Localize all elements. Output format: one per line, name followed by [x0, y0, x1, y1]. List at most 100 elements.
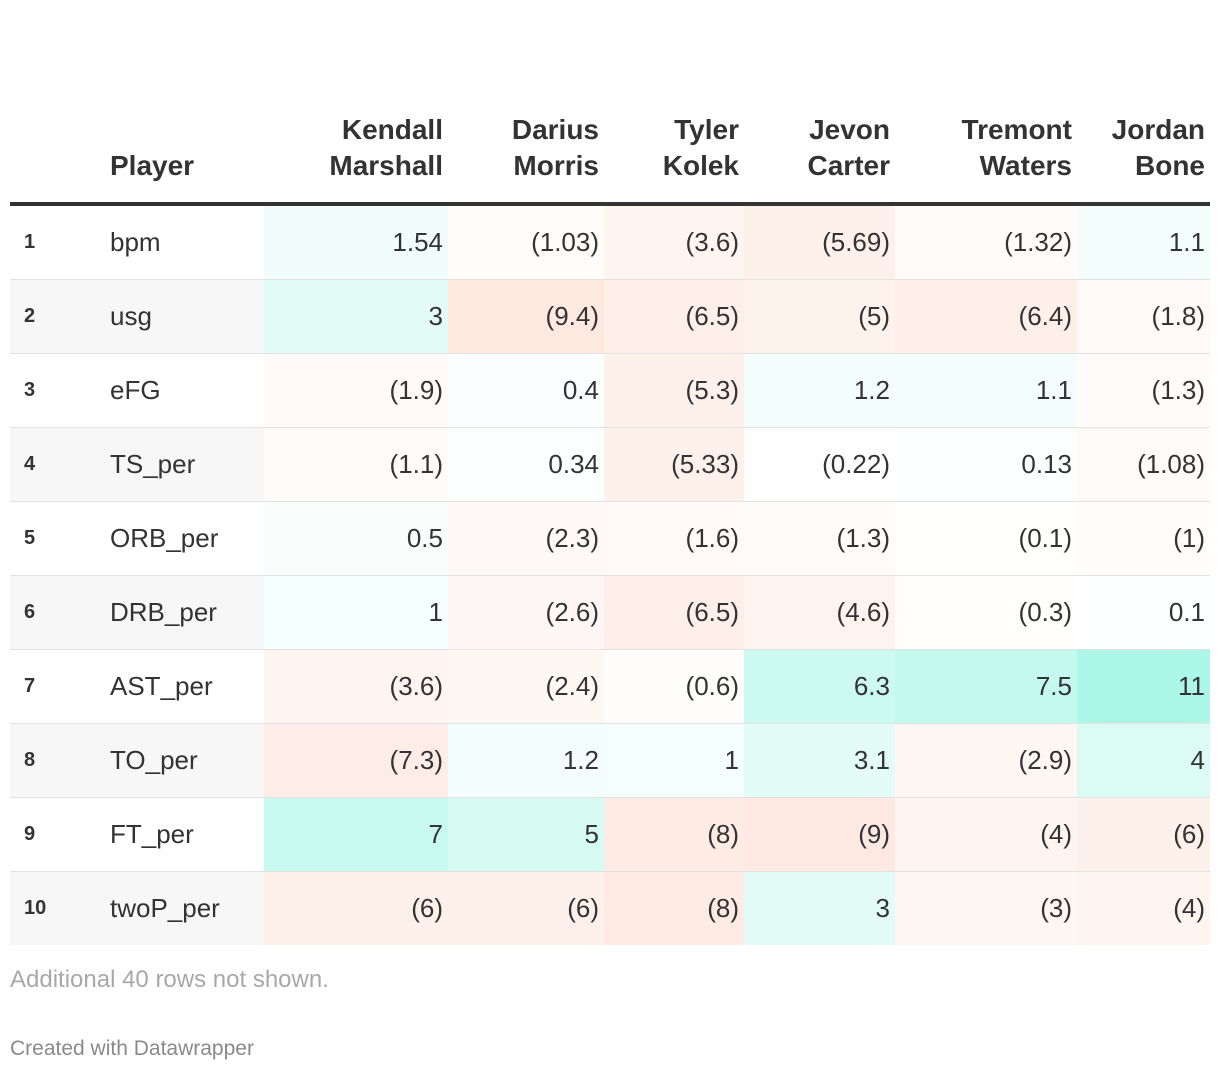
- row-rank: 1: [24, 231, 36, 253]
- table-cell: (5.33): [604, 427, 744, 502]
- rank-column-header: [10, 112, 110, 204]
- table-cell: (3.6): [264, 649, 448, 724]
- table-row: 1 bpm 1.54 (1.03) (3.6) (5.69) (1.32) 1.1: [10, 204, 1210, 280]
- table-cell: (6): [264, 871, 448, 945]
- row-label: ORB_per: [110, 523, 219, 553]
- table-cell: (0.1): [895, 501, 1077, 576]
- row-label: bpm: [110, 227, 161, 257]
- row-rank: 4: [10, 427, 110, 502]
- datawrapper-credit[interactable]: Created with Datawrapper: [10, 1037, 254, 1060]
- table-cell: 7: [264, 797, 448, 872]
- column-header-jevon-carter[interactable]: Jevon Carter: [807, 114, 890, 181]
- table-cell: 0.13: [895, 427, 1077, 502]
- data-table: Player Kendall Marshall Darius Morris Tyle…: [10, 112, 1210, 945]
- row-rank: 10: [10, 871, 110, 945]
- row-label: twoP_per: [110, 871, 264, 945]
- row-label: usg: [110, 279, 264, 354]
- table-row: 6 DRB_per 1 (2.6) (6.5) (4.6) (0.3) 0.1: [10, 575, 1210, 650]
- row-label: AST_per: [110, 671, 213, 701]
- table-cell: (0.6): [604, 649, 744, 724]
- table-cell: (1): [1077, 501, 1210, 576]
- table-cell: 0.5: [264, 501, 448, 576]
- table-cell: (1.9): [264, 353, 448, 428]
- table-body: 1 bpm 1.54 (1.03) (3.6) (5.69) (1.32) 1.1 2 usg 3(…: [10, 204, 1210, 945]
- table-cell: 1.2: [448, 723, 604, 798]
- row-label: TS_per: [110, 427, 264, 502]
- table-cell: 7.5: [895, 649, 1077, 724]
- table-cell: (0.3): [895, 575, 1077, 650]
- table-cell: 1.1: [1077, 204, 1210, 280]
- table-notes: Additional 40 rows not shown.: [10, 966, 329, 993]
- table-cell: 0.4: [448, 353, 604, 428]
- table-cell: 11: [1077, 649, 1210, 724]
- column-header-tremont-waters[interactable]: Tremont Waters: [961, 114, 1072, 181]
- row-label: FT_per: [110, 819, 194, 849]
- table-cell: (6.5): [604, 575, 744, 650]
- table-cell: 1: [264, 575, 448, 650]
- table-cell: (1.03): [448, 204, 604, 280]
- row-rank: 3: [24, 379, 36, 401]
- row-rank: 6: [10, 575, 110, 650]
- row-rank: 9: [24, 823, 36, 845]
- table-cell: 1.2: [744, 353, 895, 428]
- table-cell: (1.08): [1077, 427, 1210, 502]
- table-row: 5 ORB_per 0.5 (2.3) (1.6) (1.3) (0.1) (1): [10, 501, 1210, 576]
- row-rank: 8: [10, 723, 110, 798]
- table-row: 4 TS_per (1.1) 0.34 (5.33) (0.22) 0.13 (1.08): [10, 427, 1210, 502]
- table-cell: 1: [604, 723, 744, 798]
- data-table-container: Player Kendall Marshall Darius Morris Tyle…: [10, 112, 1210, 945]
- table-cell: (2.6): [448, 575, 604, 650]
- table-cell: (6.4): [895, 279, 1077, 354]
- column-header-darius-morris[interactable]: Darius Morris: [511, 114, 599, 181]
- table-cell: (4): [1077, 871, 1210, 945]
- table-cell: 4: [1077, 723, 1210, 798]
- table-cell: 0.1: [1077, 575, 1210, 650]
- table-cell: (4.6): [744, 575, 895, 650]
- table-cell: (3): [895, 871, 1077, 945]
- table-cell: (3.6): [604, 204, 744, 280]
- row-rank: 2: [10, 279, 110, 354]
- table-cell: (5): [744, 279, 895, 354]
- table-row: 10 twoP_per (6) (6) (8) 3 (3) (4): [10, 871, 1210, 945]
- table-cell: (8): [604, 797, 744, 872]
- table-row: 2 usg 3 (9.4) (6.5) (5) (6.4) (1.8): [10, 279, 1210, 354]
- table-cell: (6): [448, 871, 604, 945]
- table-cell: (5.3): [604, 353, 744, 428]
- player-column-header[interactable]: Player: [110, 150, 195, 181]
- table-cell: 1.1: [895, 353, 1077, 428]
- table-cell: 5: [448, 797, 604, 872]
- table-cell: (6.5): [604, 279, 744, 354]
- column-header-kendall-marshall[interactable]: Kendall Marshall: [329, 114, 443, 181]
- table-cell: (2.4): [448, 649, 604, 724]
- table-cell: 3: [744, 871, 895, 945]
- row-rank: 5: [24, 527, 36, 549]
- table-cell: (5.69): [744, 204, 895, 280]
- table-cell: (9): [744, 797, 895, 872]
- table-cell: (4): [895, 797, 1077, 872]
- table-cell: (1.3): [1077, 353, 1210, 428]
- row-rank: 7: [24, 675, 36, 697]
- table-cell: 1.54: [264, 204, 448, 280]
- table-header-row: Player Kendall Marshall Darius Morris Tyle…: [10, 112, 1210, 204]
- table-cell: (2.9): [895, 723, 1077, 798]
- table-cell: (9.4): [448, 279, 604, 354]
- table-row: 8 TO_per (7.3) 1.2 1 3.1 (2.9) 4: [10, 723, 1210, 798]
- row-label: eFG: [110, 375, 161, 405]
- table-cell: (0.22): [744, 427, 895, 502]
- table-cell: (1.8): [1077, 279, 1210, 354]
- table-cell: (6): [1077, 797, 1210, 872]
- table-cell: (1.3): [744, 501, 895, 576]
- table-cell: 0.34: [448, 427, 604, 502]
- column-header-tyler-kolek[interactable]: Tyler Kolek: [662, 114, 739, 181]
- row-label: TO_per: [110, 723, 264, 798]
- table-cell: 6.3: [744, 649, 895, 724]
- table-cell: (1.1): [264, 427, 448, 502]
- table-row: 9 FT_per 7 5 (8) (9) (4) (6): [10, 797, 1210, 872]
- table-cell: (2.3): [448, 501, 604, 576]
- column-header-jordan-bone[interactable]: Jordan Bone: [1111, 114, 1205, 181]
- table-row: 3 eFG (1.9) 0.4 (5.3) 1.2 1.1 (1.3): [10, 353, 1210, 428]
- table-cell: (1.6): [604, 501, 744, 576]
- table-cell: 3: [264, 279, 448, 354]
- table-cell: (7.3): [264, 723, 448, 798]
- table-row: 7 AST_per (3.6) (2.4) (0.6) 6.3 7.5 11: [10, 649, 1210, 724]
